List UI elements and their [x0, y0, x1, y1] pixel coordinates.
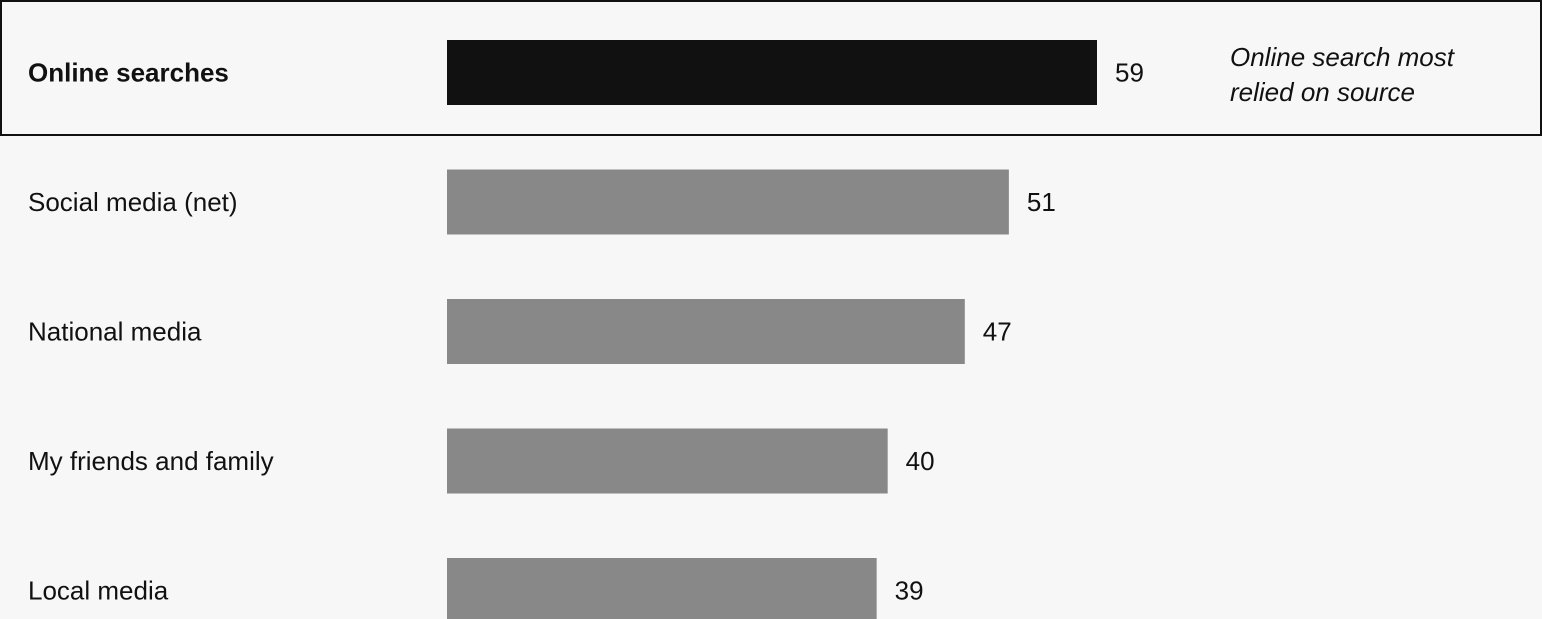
highlight-note-line-2: relied on source — [1230, 77, 1415, 107]
highlight-note-line-1: Online search most — [1230, 42, 1456, 72]
bar-my-friends-and-family — [447, 428, 888, 494]
bar-social-media-net — [447, 169, 1009, 235]
bars-group: Online searches 59 Social media (net) 51 Nat… — [28, 40, 1144, 619]
category-label-social-media-net: Social media (net) — [28, 187, 238, 217]
bar-national-media — [447, 299, 965, 364]
bar-local-media — [447, 558, 877, 619]
value-label-local-media: 39 — [895, 576, 924, 606]
category-label-my-friends-and-family: My friends and family — [28, 446, 274, 476]
category-label-online-searches: Online searches — [28, 58, 229, 88]
highlight-frame — [0, 0, 1542, 136]
category-label-local-media: Local media — [28, 576, 169, 606]
bar-online-searches — [447, 40, 1097, 105]
value-label-national-media: 47 — [983, 317, 1012, 347]
value-label-online-searches: 59 — [1115, 58, 1144, 88]
category-label-national-media: National media — [28, 317, 202, 347]
value-label-my-friends-and-family: 40 — [906, 446, 935, 476]
value-label-social-media-net: 51 — [1027, 187, 1056, 217]
